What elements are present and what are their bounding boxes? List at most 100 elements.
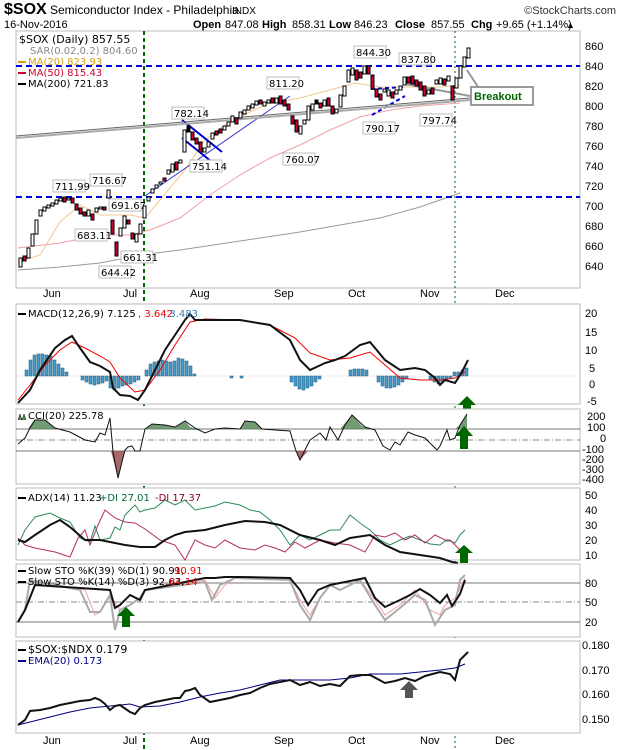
svg-text:661.31: 661.31 <box>123 253 158 264</box>
svg-text:Dec: Dec <box>495 735 515 747</box>
svg-text:Aug: Aug <box>190 288 210 300</box>
svg-text:Jul: Jul <box>123 735 137 747</box>
svg-text:20: 20 <box>585 535 597 547</box>
svg-text:760: 760 <box>585 141 603 153</box>
svg-text:MA(200) 721.83: MA(200) 721.83 <box>28 79 109 90</box>
svg-text:790.17: 790.17 <box>365 124 400 135</box>
svg-text:-200: -200 <box>582 454 604 466</box>
svg-text:SAR(0.02,0.2) 804.60: SAR(0.02,0.2) 804.60 <box>30 46 138 57</box>
up-arrow-icon <box>117 607 135 627</box>
svg-text:847.08: 847.08 <box>225 19 259 31</box>
svg-text:CCI(20) 225.78: CCI(20) 225.78 <box>28 411 104 422</box>
svg-text:Close: Close <box>395 19 425 31</box>
svg-text:200: 200 <box>587 411 605 423</box>
price-legend: $SOX (Daily) 857.55 SAR(0.02,0.2) 804.60… <box>18 33 138 90</box>
svg-text:644.42: 644.42 <box>101 268 136 279</box>
svg-text:Sep: Sep <box>274 735 294 747</box>
svg-text:20: 20 <box>585 308 597 320</box>
svg-text:Jun: Jun <box>43 735 61 747</box>
svg-text:Slow STO %K(39) %D(1) 90.91,: Slow STO %K(39) %D(1) 90.91, <box>28 566 184 577</box>
svg-text:Oct: Oct <box>348 288 365 300</box>
svg-text:797.74: 797.74 <box>422 116 457 127</box>
svg-text:-400: -400 <box>582 474 604 486</box>
cci-panel: CCI(20) 225.78 200 100 0 -100 -200 -300 … <box>15 408 606 486</box>
up-arrow-icon: ▲ <box>566 20 575 30</box>
svg-text:780: 780 <box>585 121 603 133</box>
svg-text:0.150: 0.150 <box>582 714 610 726</box>
svg-text:ADX(14) 11.23: ADX(14) 11.23 <box>28 493 102 504</box>
svg-text:0.170: 0.170 <box>582 665 610 677</box>
svg-text:MACD(12,26,9) 7.125: MACD(12,26,9) 7.125 <box>28 309 136 320</box>
svg-text:$SOX (Daily) 857.55: $SOX (Daily) 857.55 <box>19 33 130 46</box>
svg-text:716.67: 716.67 <box>92 176 127 187</box>
svg-text:680: 680 <box>585 221 603 233</box>
svg-text:EMA(20) 0.173: EMA(20) 0.173 <box>28 656 102 667</box>
svg-text:846.23: 846.23 <box>354 19 388 31</box>
svg-text:Low: Low <box>329 19 351 31</box>
svg-text:MA(50) 815.43: MA(50) 815.43 <box>28 68 102 79</box>
svg-text:0.160: 0.160 <box>582 689 610 701</box>
svg-text:691.67: 691.67 <box>111 201 146 212</box>
svg-text:840: 840 <box>585 61 603 73</box>
svg-text:High: High <box>262 19 287 31</box>
svg-text:+9.65 (+1.14%): +9.65 (+1.14%) <box>496 19 572 31</box>
month-axis-top: Jun Jul Aug Sep Oct Nov Dec <box>43 288 515 300</box>
svg-text:711.99: 711.99 <box>55 182 90 193</box>
ratio-panel: $SOX:$NDX 0.179 EMA(20) 0.173 0.180 0.17… <box>15 640 610 734</box>
svg-text:Nov: Nov <box>420 735 440 747</box>
macd-panel: MACD(12,26,9) 7.125 , 3.642 , 3.483 20 1… <box>15 303 597 414</box>
svg-text:$SOX:$NDX 0.179: $SOX:$NDX 0.179 <box>28 643 127 656</box>
svg-text:Jun: Jun <box>43 288 61 300</box>
svg-text:10: 10 <box>585 550 597 562</box>
svg-text:837.80: 837.80 <box>401 55 436 66</box>
brand-link[interactable]: ©StockCharts.com <box>524 5 616 17</box>
price-panel: 860 840 820 800 780 760 740 720 700 680 … <box>15 30 603 750</box>
svg-text:Slow STO %K(14) %D(3) 92.63,: Slow STO %K(14) %D(3) 92.63, <box>28 577 184 588</box>
svg-text:-5: -5 <box>587 396 597 408</box>
svg-text:800: 800 <box>585 101 603 113</box>
stochastics-panel: Slow STO %K(39) %D(1) 90.91, 90.91 Slow … <box>15 563 597 638</box>
svg-text:80: 80 <box>585 578 597 590</box>
svg-text:720: 720 <box>585 181 603 193</box>
svg-text:0: 0 <box>600 433 606 445</box>
svg-text:5: 5 <box>589 363 595 375</box>
svg-text:20: 20 <box>585 617 597 629</box>
svg-text:858.31: 858.31 <box>292 19 326 31</box>
svg-text:-100: -100 <box>582 444 604 456</box>
price-labels: 711.99 716.67 691.67 683.11 661.31 644.4… <box>52 45 457 279</box>
svg-text:30: 30 <box>585 520 597 532</box>
svg-text:Jul: Jul <box>123 288 137 300</box>
svg-text:844.30: 844.30 <box>356 48 391 59</box>
svg-text:Open: Open <box>193 19 221 31</box>
svg-text:0.180: 0.180 <box>582 640 610 652</box>
exchange: INDX <box>232 6 256 17</box>
svg-text:100: 100 <box>587 422 605 434</box>
svg-text:857.55: 857.55 <box>431 19 465 31</box>
price-y-axis: 860 840 820 800 780 760 740 720 700 680 … <box>585 41 603 273</box>
month-axis-bottom: Jun Jul Aug Sep Oct Nov Dec <box>43 735 515 747</box>
svg-text:+DI 27.01: +DI 27.01 <box>99 493 150 504</box>
svg-text:Aug: Aug <box>190 735 210 747</box>
svg-text:90.91: 90.91 <box>174 566 203 577</box>
svg-text:Dec: Dec <box>495 288 515 300</box>
up-arrow-icon <box>455 545 473 563</box>
ohlc-summary: Open 847.08 High 858.31 Low 846.23 Close… <box>193 19 575 31</box>
svg-text:-DI 17.37: -DI 17.37 <box>155 493 201 504</box>
svg-text:50: 50 <box>585 490 597 502</box>
svg-text:820: 820 <box>585 81 603 93</box>
svg-text:Chg: Chg <box>471 19 492 31</box>
svg-text:760.07: 760.07 <box>285 155 320 166</box>
svg-text:0: 0 <box>589 379 595 391</box>
adx-panel: ADX(14) 11.23 +DI 27.01 -DI 17.37 50 40 … <box>15 487 597 564</box>
up-arrow-icon <box>458 396 476 414</box>
breakout-callout: Breakout <box>466 69 534 106</box>
svg-text:10: 10 <box>585 345 597 357</box>
svg-text:740: 740 <box>585 161 603 173</box>
svg-text:700: 700 <box>585 201 603 213</box>
svg-text:Oct: Oct <box>348 735 365 747</box>
svg-text:-300: -300 <box>582 464 604 476</box>
svg-text:660: 660 <box>585 241 603 253</box>
svg-text:Sep: Sep <box>274 288 294 300</box>
up-arrow-icon <box>400 681 418 698</box>
